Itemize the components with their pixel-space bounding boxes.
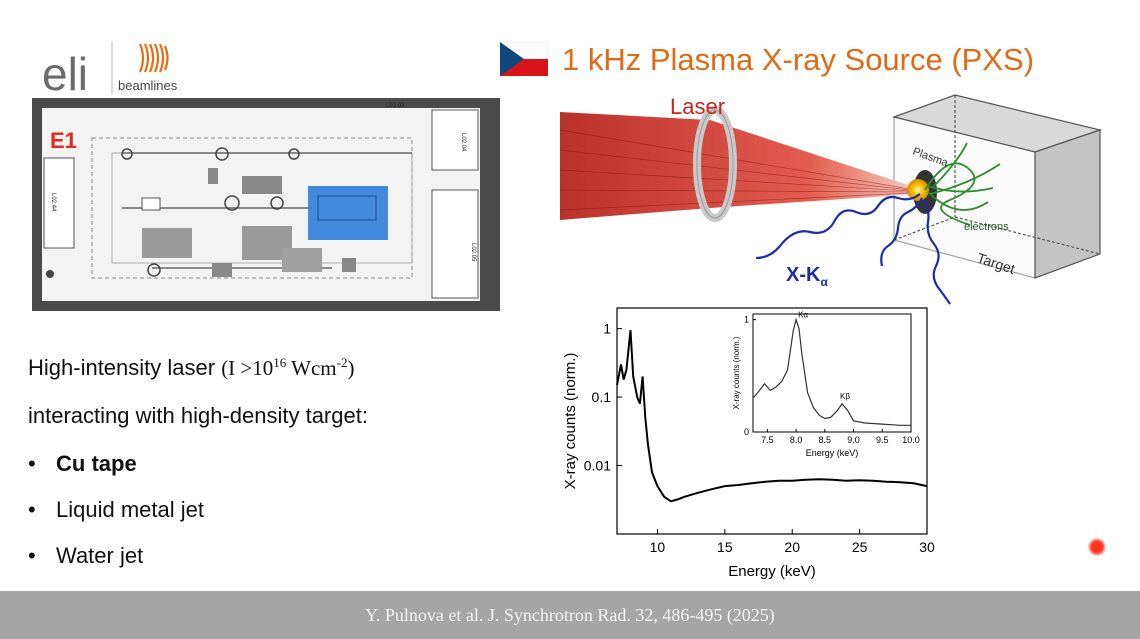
bullet-liquid-metal-jet: • Liquid metal jet bbox=[28, 497, 204, 523]
xray-waves bbox=[755, 193, 951, 305]
room-label-l0203: L02.03 bbox=[386, 103, 405, 109]
main-spectrum-line bbox=[616, 329, 928, 503]
xray-label-main: X-K bbox=[786, 264, 821, 286]
inset-annotation-kbeta: Kβ bbox=[840, 392, 850, 401]
main-y-axis-label: X-ray counts (norm.) bbox=[562, 353, 579, 490]
eli-logo-text: eli bbox=[42, 48, 88, 100]
bullet-water-jet: • Water jet bbox=[28, 543, 143, 569]
room-label-l0204: L02.04 bbox=[460, 133, 466, 152]
electron-trajectories bbox=[924, 142, 1001, 226]
xray-label-sub: α bbox=[820, 275, 828, 289]
intro-line-1: High-intensity laser (I >1016 Wcm-2) bbox=[28, 355, 354, 381]
inset-x-tick-label: 7.5 bbox=[761, 435, 774, 445]
inset-x-tick-label: 10.0 bbox=[902, 435, 920, 445]
formula-sup-2: -2 bbox=[336, 355, 348, 370]
diagram-drawing: Laser Plasma electrons Target X-Kα bbox=[559, 94, 1103, 305]
laser-label: Laser bbox=[670, 94, 725, 119]
footer-bar: Y. Pulnova et al. J. Synchrotron Rad. 32… bbox=[0, 591, 1140, 639]
formula-part-a: (I >10 bbox=[221, 356, 274, 380]
bullet-dot: • bbox=[28, 451, 36, 476]
inset-y-tick-label: 1 bbox=[744, 315, 749, 325]
main-x-tick-label: 20 bbox=[784, 539, 800, 555]
laser-plasma-diagram: Laser Plasma electrons Target X-Kα bbox=[540, 90, 1110, 330]
inset-x-axis-label: Energy (keV) bbox=[806, 448, 859, 458]
bullet-cu-tape: • Cu tape bbox=[28, 451, 137, 477]
plasma-glow bbox=[907, 179, 929, 201]
intensity-formula: (I >1016 Wcm-2) bbox=[221, 355, 355, 380]
main-x-tick-label: 25 bbox=[852, 539, 868, 555]
bullet-label: Cu tape bbox=[56, 451, 137, 476]
eli-logo-graphic: eli bbox=[42, 42, 169, 100]
inset-x-tick-label: 8.0 bbox=[790, 435, 803, 445]
inset-x-tick-label: 9.0 bbox=[847, 435, 860, 445]
xray-label: X-Kα bbox=[786, 264, 828, 289]
inset-y-tick-label: 0 bbox=[744, 427, 749, 437]
inset-spectrum-line bbox=[752, 317, 911, 426]
intro-prefix: High-intensity laser bbox=[28, 355, 222, 380]
eli-logo: eli bbox=[40, 38, 200, 100]
beamlines-waves-icon bbox=[138, 43, 169, 73]
title-bar: 1 kHz Plasma X-ray Source (PXS) bbox=[500, 40, 1120, 84]
main-x-tick-label: 15 bbox=[717, 539, 733, 555]
bullet-dot: • bbox=[28, 543, 36, 568]
hall-label: E1 bbox=[50, 128, 77, 153]
room-label-l0205: L02.05 bbox=[470, 243, 476, 262]
main-plot-frame bbox=[616, 307, 928, 535]
inset-x-tick-label: 9.5 bbox=[876, 435, 889, 445]
xray-spectrum-chart: 10 15 20 25 30 1 0.1 0.01 Energy (keV) X-ray coun… bbox=[555, 300, 945, 588]
intro-line-2: interacting with high-density target: bbox=[28, 403, 368, 428]
inset-annotation-kalpha: Kα bbox=[798, 311, 808, 320]
bullet-label: Water jet bbox=[56, 543, 144, 568]
inset-y-axis-label: X-ray counts (norm.) bbox=[732, 336, 741, 409]
main-x-tick-label: 30 bbox=[919, 539, 935, 555]
electrons-label: electrons bbox=[964, 221, 1009, 233]
inset-plot-frame bbox=[752, 313, 912, 433]
beamlines-label: beamlines bbox=[118, 78, 178, 93]
formula-sup-1: 16 bbox=[273, 355, 287, 370]
laser-beam bbox=[560, 112, 917, 220]
floor-plan-drawing: L02.03 L02.04 L02.44 L02.05 bbox=[32, 98, 500, 311]
main-x-axis-label: Energy (keV) bbox=[728, 563, 816, 580]
czech-flag-icon bbox=[500, 42, 548, 76]
formula-part-c: ) bbox=[347, 356, 355, 380]
main-x-tick-label: 10 bbox=[650, 539, 666, 555]
laser-pointer-dot bbox=[1088, 538, 1106, 556]
bullet-label: Liquid metal jet bbox=[56, 497, 204, 522]
floor-plan: L02.03 L02.04 L02.44 L02.05 bbox=[32, 98, 500, 311]
room-label-l0244: L02.44 bbox=[50, 193, 56, 212]
main-y-tick-label: 1 bbox=[603, 321, 611, 337]
bullet-dot: • bbox=[28, 497, 36, 522]
main-y-tick-label: 0.01 bbox=[584, 458, 611, 474]
inset-x-tick-label: 8.5 bbox=[819, 435, 832, 445]
citation: Y. Pulnova et al. J. Synchrotron Rad. 32… bbox=[365, 605, 775, 625]
e1-highlight-region bbox=[308, 186, 388, 240]
page-title: 1 kHz Plasma X-ray Source (PXS) bbox=[562, 42, 1035, 77]
formula-part-b: Wcm bbox=[286, 356, 337, 380]
main-y-tick-label: 0.1 bbox=[592, 389, 612, 405]
